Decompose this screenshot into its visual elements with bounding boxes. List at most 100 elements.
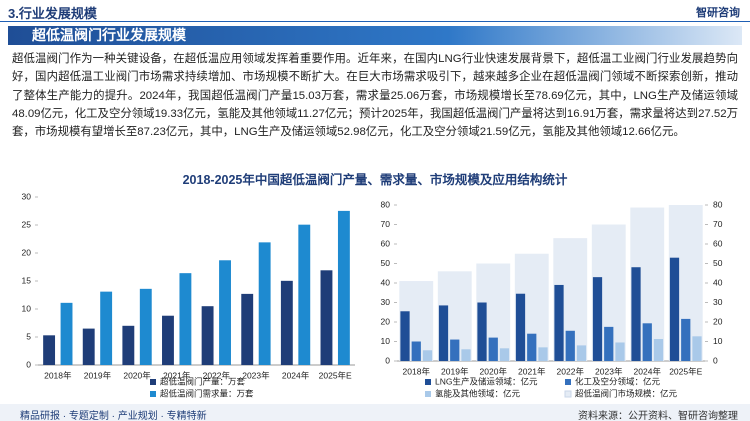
bar <box>438 305 449 361</box>
legend-swatch <box>564 390 572 398</box>
y2-tick-label: 20 <box>713 316 723 326</box>
bar <box>642 323 652 361</box>
legend-label: 超低温阀门产量：万套 <box>160 376 246 386</box>
x-tick-label: 2018年 <box>44 370 72 380</box>
bar <box>82 328 95 365</box>
bar <box>201 306 214 365</box>
bar <box>692 336 702 361</box>
bar <box>337 210 350 365</box>
x-tick-label: 2020年 <box>123 370 151 380</box>
y-tick-label: 60 <box>381 238 391 248</box>
bar <box>576 345 587 361</box>
bar <box>400 311 410 361</box>
bar <box>604 326 614 361</box>
bar <box>592 277 603 361</box>
y2-tick-label: 60 <box>713 238 723 248</box>
x-tick-label: 2023年 <box>595 366 623 376</box>
y-tick-label: 10 <box>381 336 391 346</box>
y2-tick-label: 80 <box>713 199 723 209</box>
legend-label: 化工及空分领域：亿元 <box>575 376 661 386</box>
bar <box>450 339 460 361</box>
x-tick-label: 2025年E <box>319 370 352 380</box>
logo: 智研咨询 <box>696 7 740 19</box>
legend-label: 氢能及其他领域：亿元 <box>435 388 521 398</box>
y-tick-label: 10 <box>22 303 32 313</box>
bar <box>554 284 564 361</box>
bar <box>669 257 680 361</box>
bar <box>241 293 254 365</box>
y-tick-label: 40 <box>381 277 391 287</box>
section-title: 3.行业发展规模 <box>8 6 97 21</box>
bar <box>631 267 641 361</box>
bar <box>122 325 135 365</box>
bar <box>681 318 691 361</box>
bars <box>43 210 350 365</box>
y-tick-label: 50 <box>381 258 391 268</box>
bar <box>488 337 498 361</box>
chart: 0 10 20 30 40 50 60 70 80 0 10 20 30 40 50 60 70 80 2018年 2… <box>381 199 723 398</box>
bar <box>60 302 73 365</box>
y-tick-label: 0 <box>26 359 31 369</box>
x-tick-label: 2022年 <box>557 366 585 376</box>
paragraph: 超低温阀门作为一种关键设备，在超低温应用领域发挥着重要作用。近年来，在国内LNG… <box>12 53 738 139</box>
y2-tick-label: 50 <box>713 258 723 268</box>
y-tick-label: 5 <box>26 331 31 341</box>
bar <box>139 288 152 365</box>
bar <box>258 242 271 365</box>
bar <box>477 302 487 361</box>
legend-label: 超低温阀门市场规模：亿元 <box>575 388 678 398</box>
bar <box>538 347 548 361</box>
legend-swatch <box>150 379 156 385</box>
legend-swatch <box>425 379 431 385</box>
bar <box>565 330 575 361</box>
bar <box>43 335 56 365</box>
banner: 超低温阀门行业发展规模 <box>8 26 742 45</box>
y-tick-label: 70 <box>381 219 391 229</box>
bar <box>515 293 526 361</box>
legend-label: 超低温阀门需求量：万套 <box>160 388 254 398</box>
bars <box>399 205 703 361</box>
bar <box>653 339 664 361</box>
x-tick-label: 2022年 <box>203 370 231 380</box>
header-rule <box>0 21 750 22</box>
legend-label: LNG生产及储运领域：亿元 <box>435 376 538 386</box>
x-tick-label: 2024年 <box>282 370 310 380</box>
footer-bar <box>0 404 750 421</box>
bar <box>280 280 293 365</box>
y-tick-label: 0 <box>385 355 390 365</box>
bar <box>179 273 192 365</box>
y2-tick-label: 40 <box>713 277 723 287</box>
legend-swatch <box>565 379 571 385</box>
y2-tick-label: 10 <box>713 336 723 346</box>
legend-swatch <box>425 391 431 397</box>
y2-tick-label: 30 <box>713 297 723 307</box>
charts-title: 2018-2025年中国超低温阀门产量、需求量、市场规模及应用结构统计 <box>182 173 568 187</box>
x-tick-label: 2021年 <box>163 370 191 380</box>
footer-source: 资料来源：公开资料、智研咨询整理 <box>578 411 738 421</box>
bar <box>461 349 471 361</box>
x-tick-label: 2024年 <box>634 366 662 376</box>
x-tick-label: 2019年 <box>84 370 112 380</box>
y-tick-label: 80 <box>381 199 391 209</box>
bar <box>527 333 537 361</box>
footer-slogan: 精品研报 · 专题定制 · 产业规划 · 专精特新 <box>20 411 207 421</box>
y-tick-label: 15 <box>22 275 32 285</box>
legend-swatch <box>150 391 156 397</box>
x-tick-label: 2025年E <box>669 366 702 376</box>
x-tick-label: 2021年 <box>518 366 546 376</box>
x-tick-label: 2018年 <box>403 366 431 376</box>
bar <box>320 270 333 365</box>
bar <box>499 348 510 361</box>
x-tick-label: 2019年 <box>441 366 469 376</box>
bar <box>422 350 433 361</box>
bar <box>162 315 174 365</box>
y-tick-label: 30 <box>381 297 391 307</box>
y2-tick-label: 70 <box>713 219 723 229</box>
chart: 0 5 10 15 20 25 30 2018年 2019年 2020年 2021年 2022年 202… <box>22 191 355 398</box>
y-tick-label: 30 <box>22 191 32 201</box>
bar <box>411 341 421 361</box>
y-tick-label: 25 <box>22 219 32 229</box>
bar <box>100 291 113 365</box>
bar <box>615 342 625 361</box>
